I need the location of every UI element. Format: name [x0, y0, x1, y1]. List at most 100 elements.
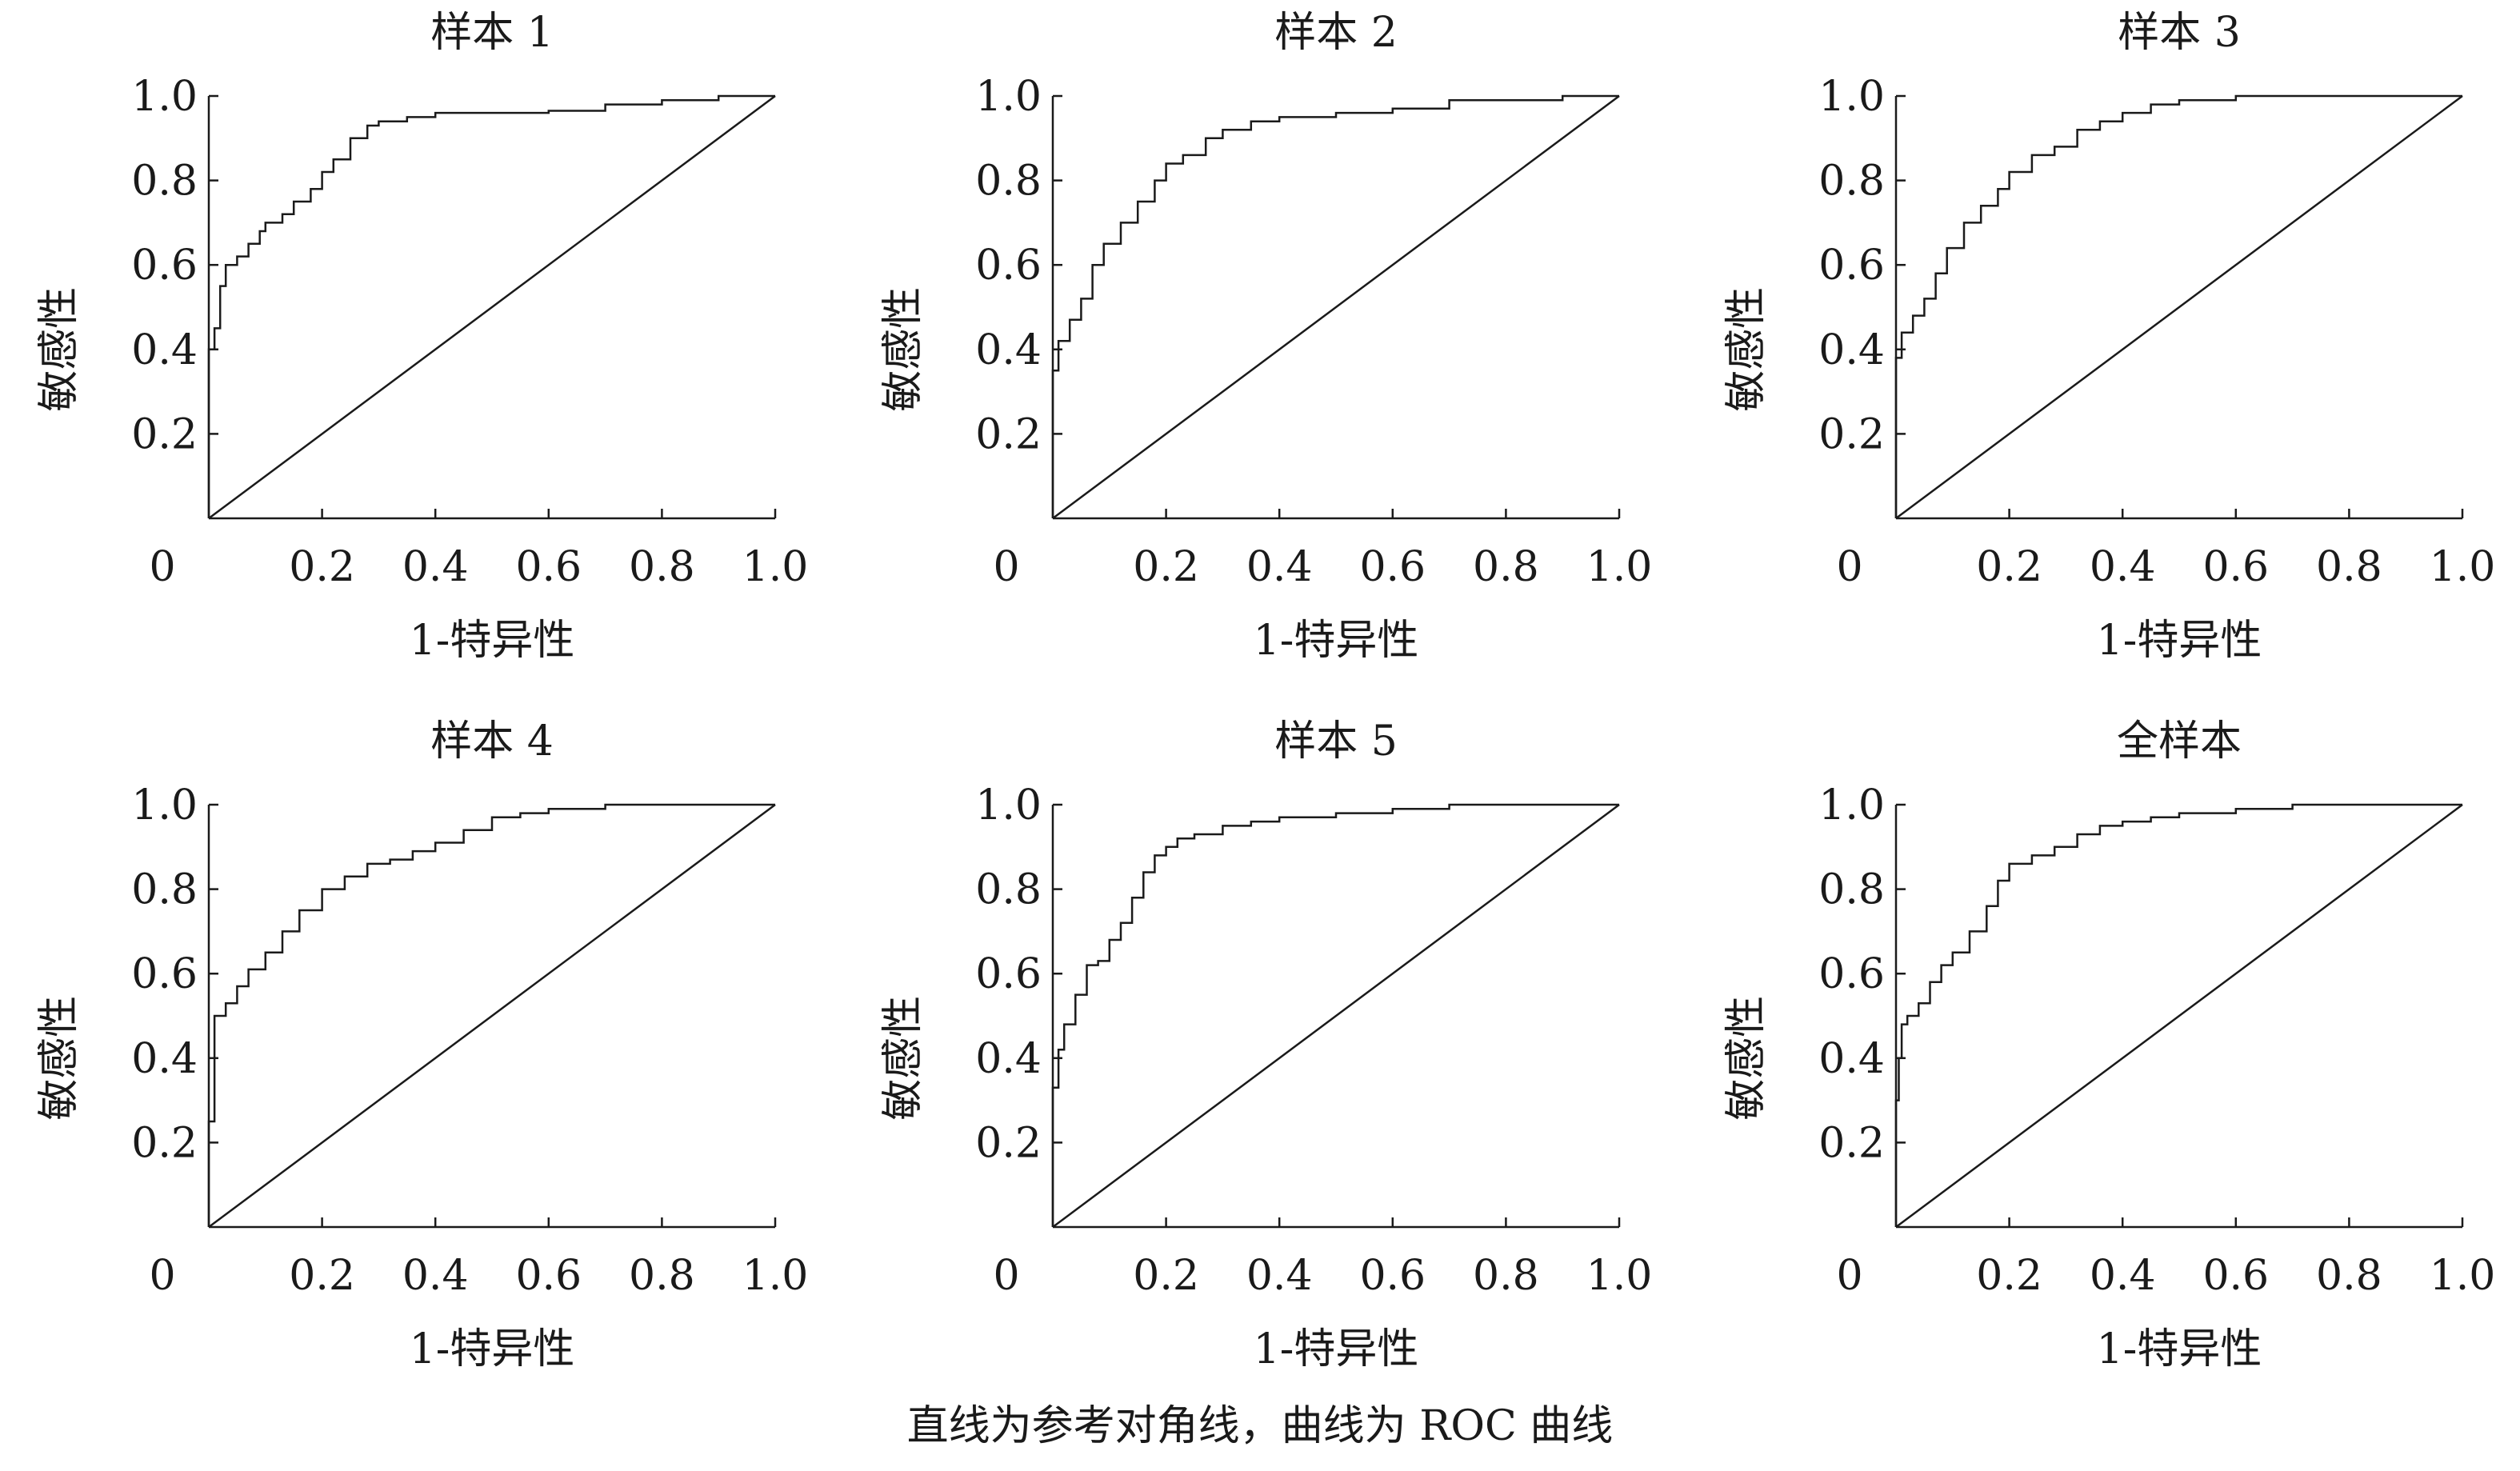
x-tick-label: 0.6 — [515, 543, 582, 591]
y-tick-label: 0.6 — [975, 950, 1042, 998]
x-tick-label: 0.6 — [1359, 543, 1426, 591]
y-tick-label: 0.2 — [131, 1119, 198, 1167]
y-tick-label: 0.6 — [1818, 242, 1885, 290]
y-tick-label: 0.2 — [131, 410, 198, 458]
x-tick-label: 0.8 — [629, 543, 695, 591]
panel-title: 样本 5 — [1274, 718, 1398, 765]
reference-diagonal — [208, 94, 776, 520]
x-axis-label: 1-特异性 — [2097, 617, 2262, 665]
x-axis-label: 1-特异性 — [2097, 1325, 2262, 1373]
x-tick-label: 0.6 — [2202, 543, 2269, 591]
y-axis-label: 敏感性 — [1722, 287, 1770, 412]
figure-caption: 直线为参考对角线，曲线为 ROC 曲线 — [906, 1402, 1614, 1450]
roc-panel: 样本 2 0.2 0.4 0.6 0.8 1.0 0 0.2 0.4 0.6 0.8 1.0 1-特异性… — [879, 9, 1652, 665]
panel-title: 样本 3 — [2118, 9, 2241, 57]
y-tick-label: 0.6 — [131, 950, 198, 998]
roc-panel: 样本 5 0.2 0.4 0.6 0.8 1.0 0 0.2 0.4 0.6 0.8 1.0 1-特异性… — [879, 718, 1652, 1373]
x-tick-label: 0.4 — [2090, 543, 2156, 591]
y-axis-label: 敏感性 — [35, 287, 83, 412]
x-tick-label: 1.0 — [1586, 543, 1653, 591]
roc-curve — [207, 803, 775, 1227]
y-tick-label: 0.8 — [1818, 866, 1885, 914]
x-tick-label: 1.0 — [742, 543, 809, 591]
reference-diagonal — [1895, 803, 2463, 1229]
x-tick-label: 0.8 — [1473, 1252, 1539, 1300]
y-tick-label: 1.0 — [131, 73, 198, 121]
x-tick-label: 0.2 — [289, 543, 355, 591]
panel-title: 全样本 — [2117, 718, 2242, 765]
roc-panel: 样本 1 0.2 0.4 0.6 0.8 1.0 0 0.2 0.4 0.6 0.8 1.0 1-特异性… — [35, 9, 808, 665]
x-tick-label: 1.0 — [2430, 1252, 2496, 1300]
y-axis-label: 敏感性 — [879, 287, 927, 412]
y-tick-label: 1.0 — [131, 781, 198, 829]
y-tick-label: 0.4 — [1818, 1035, 1885, 1083]
x-tick-label: 0.6 — [515, 1252, 582, 1300]
x-axis-label: 1-特异性 — [410, 1325, 575, 1373]
y-tick-label: 0.8 — [1818, 158, 1885, 206]
roc-panel: 样本 4 0.2 0.4 0.6 0.8 1.0 0 0.2 0.4 0.6 0.8 1.0 1-特异性… — [35, 718, 808, 1373]
x-tick-label: 1.0 — [742, 1252, 809, 1300]
x-tick-label: 0 — [993, 543, 1019, 591]
panel-title: 样本 2 — [1274, 9, 1398, 57]
roc-curve — [207, 94, 775, 518]
y-tick-label: 0.2 — [975, 1119, 1042, 1167]
y-tick-label: 0.2 — [1818, 1119, 1885, 1167]
x-tick-label: 0.4 — [402, 1252, 469, 1300]
x-tick-label: 0 — [149, 543, 175, 591]
x-tick-label: 0.2 — [1133, 543, 1199, 591]
y-tick-label: 0.4 — [131, 1035, 198, 1083]
y-tick-label: 1.0 — [975, 73, 1042, 121]
y-axis-label: 敏感性 — [879, 996, 927, 1121]
x-tick-label: 0 — [1836, 543, 1862, 591]
y-tick-label: 1.0 — [1818, 73, 1885, 121]
y-tick-label: 1.0 — [1818, 781, 1885, 829]
y-tick-label: 0.4 — [1818, 326, 1885, 374]
x-tick-label: 0 — [993, 1252, 1019, 1300]
panel-title: 样本 4 — [430, 718, 554, 765]
y-tick-label: 0.2 — [975, 410, 1042, 458]
reference-diagonal — [1052, 94, 1620, 520]
x-tick-label: 0 — [1836, 1252, 1862, 1300]
y-tick-label: 0.8 — [975, 866, 1042, 914]
x-tick-label: 0.2 — [1976, 1252, 2042, 1300]
roc-curve — [1051, 94, 1619, 518]
reference-diagonal — [1052, 803, 1620, 1229]
roc-curve — [1051, 803, 1619, 1227]
y-tick-label: 0.8 — [131, 158, 198, 206]
x-tick-label: 0.4 — [2090, 1252, 2156, 1300]
reference-diagonal — [208, 803, 776, 1229]
x-tick-label: 1.0 — [2430, 543, 2496, 591]
y-tick-label: 0.8 — [131, 866, 198, 914]
y-tick-label: 0.4 — [975, 1035, 1042, 1083]
reference-diagonal — [1895, 94, 2463, 520]
x-tick-label: 0.2 — [1133, 1252, 1199, 1300]
y-tick-label: 0.4 — [975, 326, 1042, 374]
y-tick-label: 1.0 — [975, 781, 1042, 829]
y-tick-label: 0.2 — [1818, 410, 1885, 458]
x-tick-label: 0.2 — [289, 1252, 355, 1300]
roc-curve — [1894, 94, 2462, 518]
x-tick-label: 0.8 — [1473, 543, 1539, 591]
y-tick-label: 0.4 — [131, 326, 198, 374]
y-axis-label: 敏感性 — [1722, 996, 1770, 1121]
roc-curve — [1894, 803, 2462, 1227]
x-axis-label: 1-特异性 — [1254, 1325, 1419, 1373]
x-tick-label: 0.6 — [1359, 1252, 1426, 1300]
y-tick-label: 0.8 — [975, 158, 1042, 206]
roc-panel: 全样本 0.2 0.4 0.6 0.8 1.0 0 0.2 0.4 0.6 0.8 1.0 1-特异性 敏… — [1722, 718, 2495, 1373]
x-tick-label: 0.4 — [1246, 1252, 1313, 1300]
y-axis-label: 敏感性 — [35, 996, 83, 1121]
y-tick-label: 0.6 — [1818, 950, 1885, 998]
x-tick-label: 0 — [149, 1252, 175, 1300]
x-tick-label: 0.4 — [1246, 543, 1313, 591]
x-tick-label: 0.6 — [2202, 1252, 2269, 1300]
panel-title: 样本 1 — [430, 9, 554, 57]
x-tick-label: 0.2 — [1976, 543, 2042, 591]
x-tick-label: 0.4 — [402, 543, 469, 591]
x-tick-label: 1.0 — [1586, 1252, 1653, 1300]
x-tick-label: 0.8 — [629, 1252, 695, 1300]
roc-panel: 样本 3 0.2 0.4 0.6 0.8 1.0 0 0.2 0.4 0.6 0.8 1.0 1-特异性… — [1722, 9, 2495, 665]
x-axis-label: 1-特异性 — [410, 617, 575, 665]
y-tick-label: 0.6 — [131, 242, 198, 290]
